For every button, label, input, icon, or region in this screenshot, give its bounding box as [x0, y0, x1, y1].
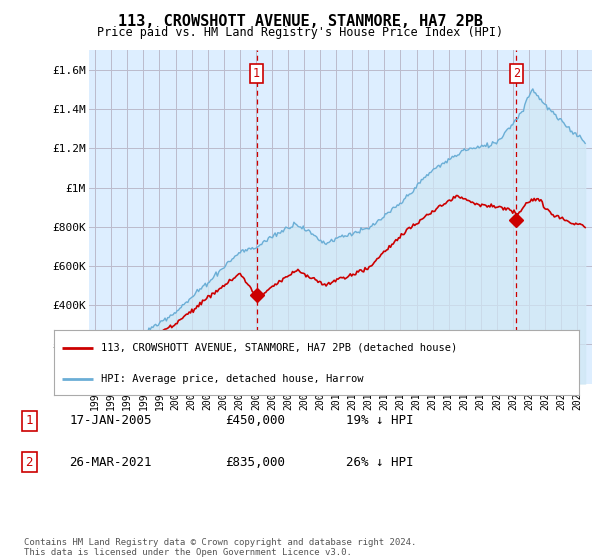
Text: 113, CROWSHOTT AVENUE, STANMORE, HA7 2PB (detached house): 113, CROWSHOTT AVENUE, STANMORE, HA7 2PB…	[101, 343, 458, 353]
Text: Contains HM Land Registry data © Crown copyright and database right 2024.
This d: Contains HM Land Registry data © Crown c…	[24, 538, 416, 557]
Text: HPI: Average price, detached house, Harrow: HPI: Average price, detached house, Harr…	[101, 374, 364, 384]
Text: 26-MAR-2021: 26-MAR-2021	[70, 456, 152, 469]
Text: Price paid vs. HM Land Registry's House Price Index (HPI): Price paid vs. HM Land Registry's House …	[97, 26, 503, 39]
Text: 17-JAN-2005: 17-JAN-2005	[70, 414, 152, 427]
Text: 2: 2	[513, 67, 520, 81]
Text: 19% ↓ HPI: 19% ↓ HPI	[346, 414, 413, 427]
Text: 1: 1	[253, 67, 260, 81]
Text: £450,000: £450,000	[225, 414, 285, 427]
Text: 26% ↓ HPI: 26% ↓ HPI	[346, 456, 413, 469]
Text: 2: 2	[26, 456, 33, 469]
Text: 113, CROWSHOTT AVENUE, STANMORE, HA7 2PB: 113, CROWSHOTT AVENUE, STANMORE, HA7 2PB	[118, 14, 482, 29]
Text: £835,000: £835,000	[225, 456, 285, 469]
Text: 1: 1	[26, 414, 33, 427]
